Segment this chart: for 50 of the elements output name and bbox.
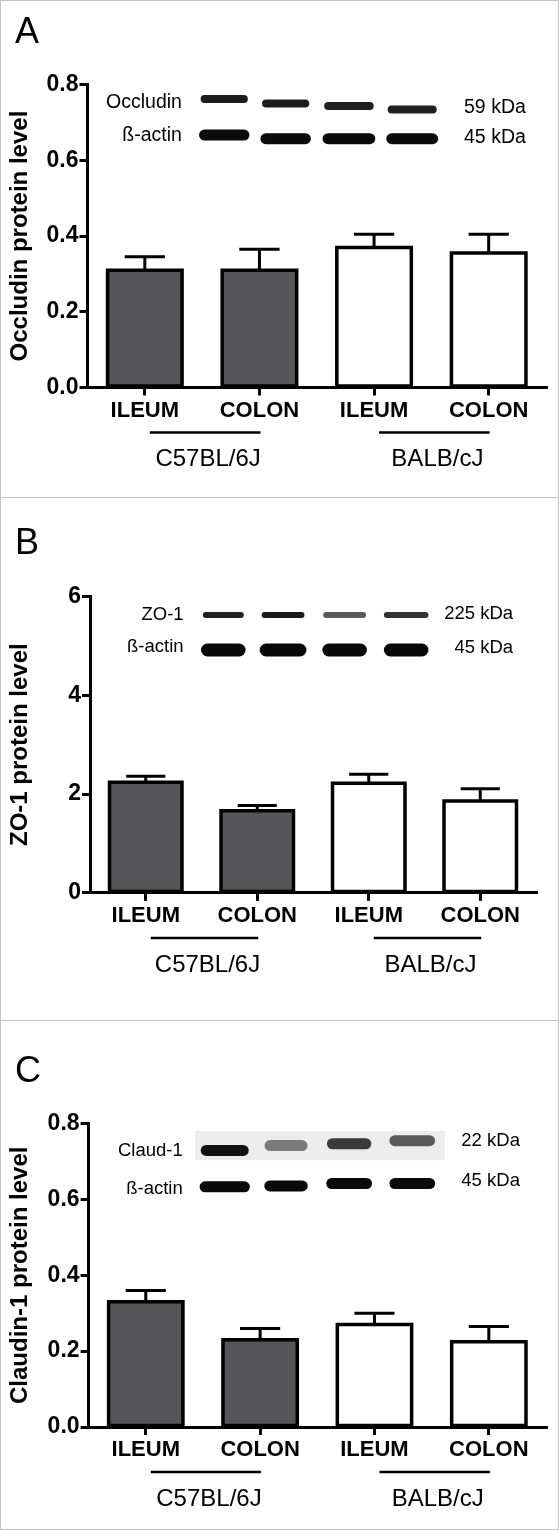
x-tick-label: ILEUM	[339, 396, 409, 422]
annotation: ß-actin	[122, 122, 182, 145]
x-tick-label: ILEUM	[334, 902, 403, 928]
chart-title: B	[15, 521, 40, 563]
y-tick-label: 0.0	[46, 372, 79, 399]
annotation: 45 kDa	[461, 1168, 521, 1190]
x-tick-label: COLON	[440, 902, 520, 928]
annotation: Claud-1	[117, 1139, 183, 1161]
annotation: 59 kDa	[464, 94, 526, 117]
chart-title: A	[15, 9, 40, 51]
y-axis-title: Occludin protein level	[5, 110, 33, 362]
y-tick-label: 0.2	[47, 1336, 80, 1363]
x-tick-label: COLON	[217, 902, 297, 928]
y-tick-label: 0	[68, 878, 81, 905]
text: C57BL/6J	[155, 444, 261, 472]
text: BALB/cJ	[391, 1483, 484, 1511]
x-tick-label: COLON	[448, 396, 529, 422]
x-tick-label: COLON	[220, 1436, 300, 1462]
annotation: Occludin	[106, 89, 182, 112]
x-tick-label: ILEUM	[111, 1436, 180, 1462]
x-tick-label: COLON	[449, 1436, 529, 1462]
y-tick-label: 0.6	[46, 145, 79, 172]
x-tick-label: COLON	[219, 396, 300, 422]
text: BALB/cJ	[384, 949, 477, 977]
annotation: 225 kDa	[444, 602, 514, 624]
y-tick-label: 0.8	[47, 1108, 80, 1135]
text: C57BL/6J	[156, 1483, 262, 1511]
text: BALB/cJ	[391, 444, 484, 472]
y-tick-label: 0.2	[46, 297, 79, 324]
text: C57BL/6J	[154, 949, 261, 977]
y-tick-label: 0.8	[46, 69, 79, 96]
annotation: 45 kDa	[464, 124, 526, 147]
annotation: 22 kDa	[461, 1129, 521, 1151]
y-tick-label: 4	[68, 680, 82, 707]
y-tick-label: 0.4	[47, 1260, 80, 1287]
annotation: 45 kDa	[454, 636, 514, 658]
y-tick-label: 0.0	[47, 1412, 80, 1439]
chart-title: C	[15, 1048, 41, 1090]
y-tick-label: 0.4	[46, 221, 79, 248]
annotation: ZO-1	[141, 603, 184, 625]
y-axis-title: Claudin-1 protein level	[5, 1146, 33, 1404]
y-tick-label: 6	[68, 581, 81, 608]
annotation: ß-actin	[127, 635, 184, 657]
y-axis-title: ZO-1 protein level	[5, 643, 33, 847]
y-tick-label: 2	[68, 779, 81, 806]
x-tick-label: ILEUM	[111, 902, 180, 928]
annotation: ß-actin	[126, 1176, 183, 1198]
x-tick-label: ILEUM	[340, 1436, 409, 1462]
y-tick-label: 0.6	[47, 1184, 80, 1211]
x-tick-label: ILEUM	[110, 396, 180, 422]
